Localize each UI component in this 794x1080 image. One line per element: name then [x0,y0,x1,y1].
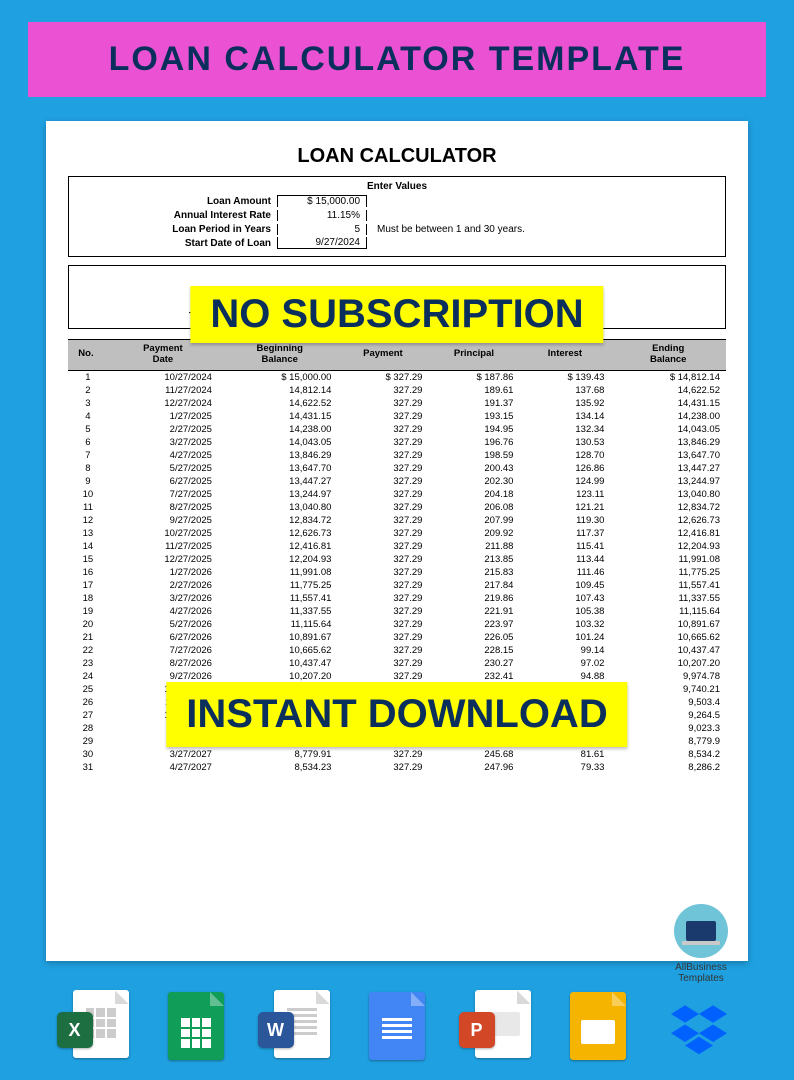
col-no: No. [68,340,104,371]
laptop-icon [674,904,728,958]
excel-icon[interactable]: X [61,990,131,1066]
table-row: 63/27/202514,043.05327.29196.76130.5313,… [68,436,726,449]
rate-value: 11.15% [277,210,367,221]
page-title: LOAN CALCULATOR TEMPLATE [38,40,756,79]
instant-download-overlay: INSTANT DOWNLOAD [166,682,627,747]
table-row: 249/27/202610,207.20327.29232.4194.889,9… [68,670,726,683]
table-row: 107/27/202513,244.97327.29204.18123.1113… [68,488,726,501]
table-row: 238/27/202610,437.47327.29230.2797.0210,… [68,657,726,670]
table-row: 211/27/202414,812.14327.29189.61137.6814… [68,384,726,397]
loan-amount-label: Loan Amount [77,196,277,207]
table-row: 41/27/202514,431.15327.29193.15134.1414,… [68,410,726,423]
footer-icons-row: XWP [0,990,794,1066]
table-row: 216/27/202610,891.67327.29226.05101.2410… [68,631,726,644]
title-banner: LOAN CALCULATOR TEMPLATE [28,22,766,97]
col-end: EndingBalance [610,340,726,371]
table-row: 129/27/202512,834.72327.29207.99119.3012… [68,514,726,527]
table-row: 118/27/202513,040.80327.29206.08121.2112… [68,501,726,514]
inputs-header: Enter Values [77,181,717,192]
col-begin: BeginningBalance [222,340,338,371]
rate-label: Annual Interest Rate [77,210,277,221]
period-value: 5 [277,224,367,235]
document-preview: LOAN CALCULATOR Enter Values Loan Amount… [46,121,748,961]
col-interest: Interest [519,340,610,371]
table-row: 85/27/202513,647.70327.29200.43126.8613,… [68,462,726,475]
google-docs-icon[interactable] [362,990,432,1066]
inputs-panel: Enter Values Loan Amount $ 15,000.00 Ann… [68,176,726,257]
doc-heading: LOAN CALCULATOR [68,145,726,168]
start-date-value: 9/27/2024 [277,237,367,249]
table-row: 303/27/20278,779.91327.29245.6881.618,53… [68,748,726,761]
brand-name: AllBusiness Templates [662,962,740,984]
no-subscription-overlay: NO SUBSCRIPTION [190,286,603,343]
brand-badge: AllBusiness Templates [662,904,740,984]
google-sheets-icon[interactable] [161,990,231,1066]
powerpoint-icon[interactable]: P [463,990,533,1066]
table-row: 96/27/202513,447.27327.29202.30124.9913,… [68,475,726,488]
table-row: 205/27/202611,115.64327.29223.97103.3210… [68,618,726,631]
table-row: 1512/27/202512,204.93327.29213.85113.441… [68,553,726,566]
period-label: Loan Period in Years [77,224,277,235]
table-row: 161/27/202611,991.08327.29215.83111.4611… [68,566,726,579]
period-note: Must be between 1 and 30 years. [367,224,525,235]
start-date-label: Start Date of Loan [77,238,277,249]
table-row: 1310/27/202512,626.73327.29209.92117.371… [68,527,726,540]
dropbox-icon[interactable] [664,990,734,1066]
table-row: 194/27/202611,337.55327.29221.91105.3811… [68,605,726,618]
word-icon[interactable]: W [262,990,332,1066]
col-principal: Principal [428,340,519,371]
table-row: 74/27/202513,846.29327.29198.59128.7013,… [68,449,726,462]
google-slides-icon[interactable] [563,990,633,1066]
table-row: 172/27/202611,775.25327.29217.84109.4511… [68,579,726,592]
col-date: PaymentDate [104,340,222,371]
table-row: 227/27/202610,665.62327.29228.1599.1410,… [68,644,726,657]
table-row: 183/27/202611,557.41327.29219.86107.4311… [68,592,726,605]
table-row: 314/27/20278,534.23327.29247.9679.338,28… [68,761,726,774]
table-row: 1411/27/202512,416.81327.29211.88115.411… [68,540,726,553]
table-row: 52/27/202514,238.00327.29194.95132.3414,… [68,423,726,436]
table-row: 312/27/202414,622.52327.29191.37135.9214… [68,397,726,410]
col-payment: Payment [337,340,428,371]
loan-amount-value: $ 15,000.00 [277,195,367,207]
table-row: 110/27/2024$ 15,000.00$ 327.29$ 187.86$ … [68,370,726,384]
